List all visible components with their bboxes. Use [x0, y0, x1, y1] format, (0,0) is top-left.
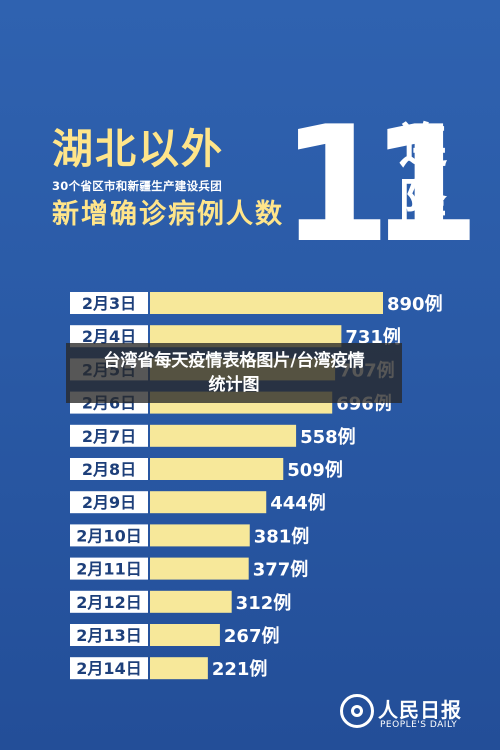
big-number: 11 [280, 91, 481, 278]
value-label: 312例 [236, 592, 292, 614]
headline-main: 湖北以外 [52, 125, 224, 173]
value-label: 381例 [254, 525, 310, 547]
bar [150, 624, 220, 646]
category-label: 2月10日 [76, 526, 141, 545]
category-label-box [70, 325, 148, 348]
value-label: 221例 [212, 658, 268, 680]
headline-tail: 连降 [398, 118, 447, 230]
category-label-box [70, 624, 148, 646]
peoples-daily-logo: 人民日报 PEOPLE'S DAILY [340, 690, 480, 740]
value-label: 890例 [387, 293, 443, 315]
category-label: 2月11日 [76, 560, 141, 579]
headline-sub: 30个省区市和新疆生产建设兵团 [52, 179, 223, 193]
bar [150, 491, 267, 514]
category-label-box [70, 491, 148, 514]
value-label: 509例 [287, 459, 343, 481]
value-label: 267例 [224, 625, 280, 647]
bar-chart: 2月3日890例2月4日731例2月5日707例2月6日696例2月7日558例… [70, 292, 443, 680]
value-label: 444例 [270, 492, 326, 514]
bar [150, 458, 284, 480]
category-label-box [70, 590, 148, 613]
category-label-box [70, 292, 148, 314]
category-label: 2月7日 [82, 427, 136, 446]
category-label-box [70, 657, 148, 680]
category-label: 2月13日 [76, 626, 141, 645]
bar [150, 657, 208, 680]
headline-sub2: 新增确诊病例人数 [52, 199, 284, 230]
category-label: 2月9日 [82, 493, 136, 512]
bar [150, 524, 250, 547]
category-label: 2月8日 [82, 460, 136, 479]
logo-name: 人民日报 [378, 698, 462, 722]
logo-at-icon [340, 694, 374, 728]
logo-sub: PEOPLE'S DAILY [380, 720, 458, 730]
category-label: 2月12日 [76, 593, 141, 612]
category-label-box [70, 524, 148, 547]
caption-line-2: 统计图 [208, 375, 260, 395]
value-label: 731例 [345, 326, 401, 348]
bar [150, 325, 342, 348]
category-label-box [70, 424, 148, 447]
category-label: 2月3日 [82, 294, 136, 313]
bar [150, 557, 249, 580]
category-label: 2月4日 [82, 327, 136, 346]
category-label-box [70, 557, 148, 580]
caption-overlay: 台湾省每天疫情表格图片/台湾疫情 统计图 [66, 343, 402, 403]
value-label: 377例 [253, 559, 309, 581]
category-label-box [70, 458, 148, 480]
bar [150, 424, 297, 447]
caption-line-1: 台湾省每天疫情表格图片/台湾疫情 [103, 351, 365, 371]
bar [150, 590, 232, 613]
value-label: 558例 [300, 426, 356, 448]
bar [150, 292, 383, 314]
category-label: 2月14日 [76, 659, 141, 678]
